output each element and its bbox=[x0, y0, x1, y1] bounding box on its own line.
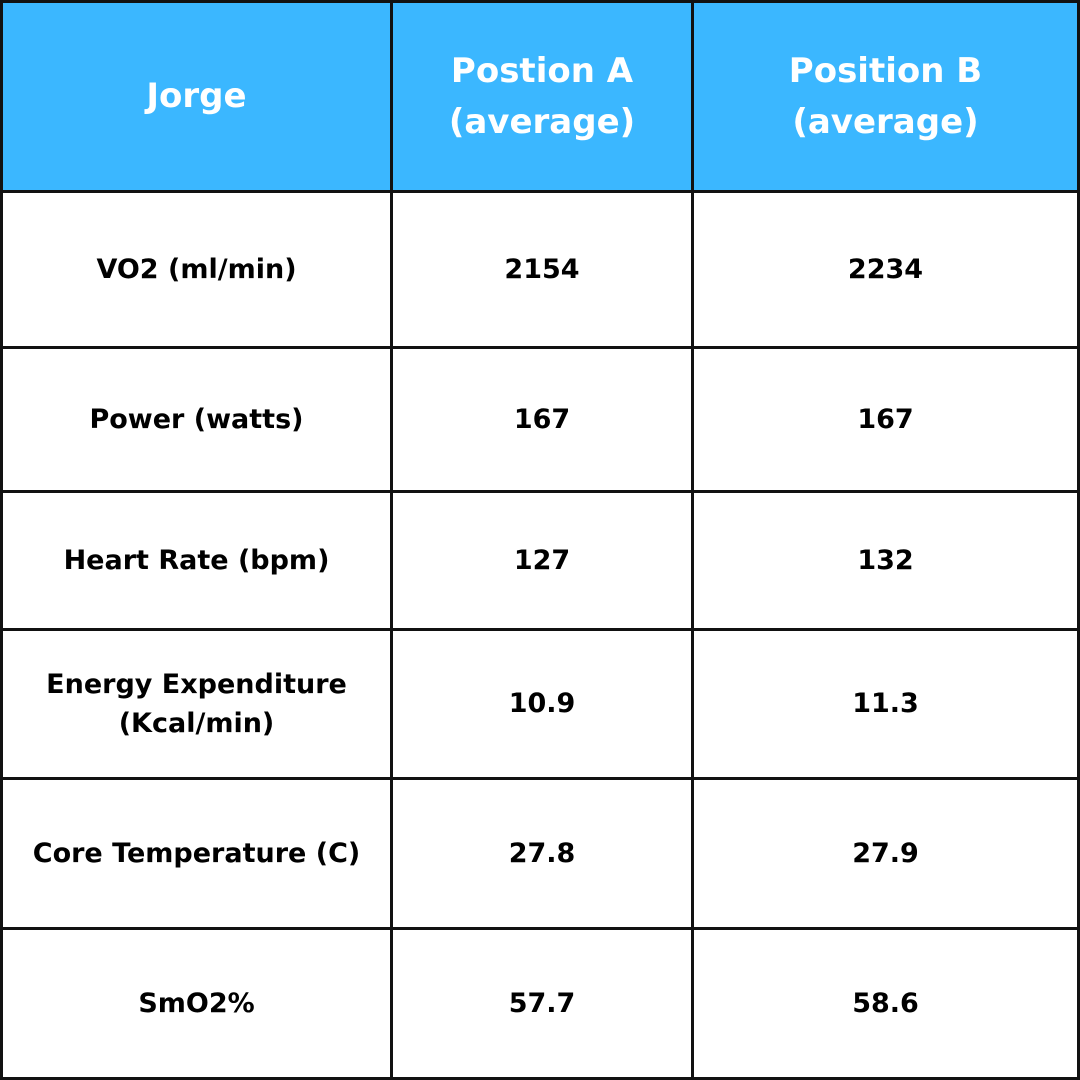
cell-core-temperature-position-b: 27.9 bbox=[694, 780, 1080, 930]
row-label-smo2: SmO2% bbox=[0, 930, 393, 1080]
cell-energy-expenditure-position-b: 11.3 bbox=[694, 631, 1080, 780]
cell-vo2-position-a: 2154 bbox=[393, 193, 694, 349]
cell-heart-rate-position-a: 127 bbox=[393, 493, 694, 631]
row-label-energy-expenditure: Energy Expenditure (Kcal/min) bbox=[0, 631, 393, 780]
cell-energy-expenditure-position-a: 10.9 bbox=[393, 631, 694, 780]
cell-heart-rate-position-b: 132 bbox=[694, 493, 1080, 631]
header-subject-name: Jorge bbox=[0, 0, 393, 193]
row-label-power: Power (watts) bbox=[0, 349, 393, 493]
header-position-a: Postion A (average) bbox=[393, 0, 694, 193]
cell-power-position-b: 167 bbox=[694, 349, 1080, 493]
cell-power-position-a: 167 bbox=[393, 349, 694, 493]
cell-smo2-position-a: 57.7 bbox=[393, 930, 694, 1080]
row-label-vo2: VO2 (ml/min) bbox=[0, 193, 393, 349]
header-position-b: Position B (average) bbox=[694, 0, 1080, 193]
cell-vo2-position-b: 2234 bbox=[694, 193, 1080, 349]
cell-smo2-position-b: 58.6 bbox=[694, 930, 1080, 1080]
cell-core-temperature-position-a: 27.8 bbox=[393, 780, 694, 930]
row-label-core-temperature: Core Temperature (C) bbox=[0, 780, 393, 930]
row-label-heart-rate: Heart Rate (bpm) bbox=[0, 493, 393, 631]
